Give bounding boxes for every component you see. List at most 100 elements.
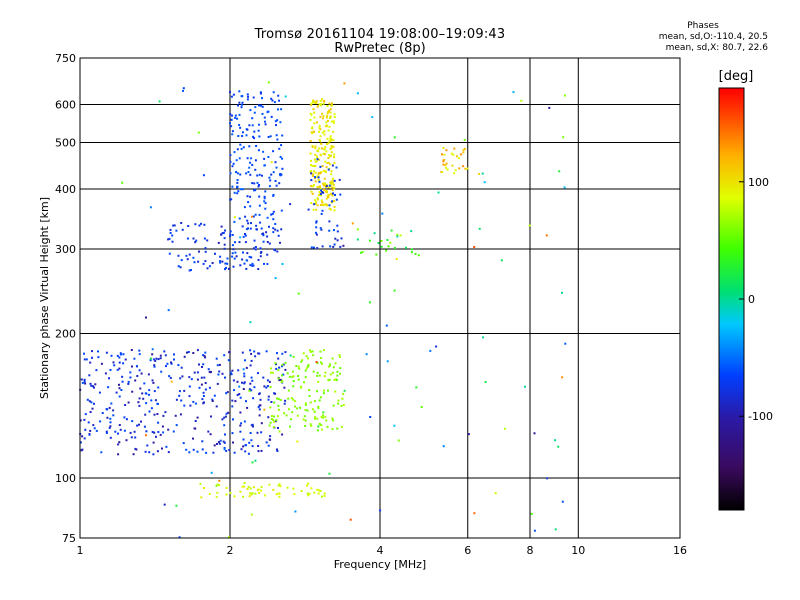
data-point [275,419,278,422]
data-point [340,404,343,407]
data-point [225,392,228,395]
data-point [114,430,117,433]
data-point [328,229,331,232]
data-point [241,188,244,191]
data-point [83,437,86,440]
data-point [332,122,335,125]
data-point [278,430,281,433]
data-point [234,114,237,117]
data-point [561,291,563,294]
data-point [318,180,321,183]
data-point [276,119,279,122]
data-point [319,490,322,492]
data-point [223,237,226,240]
data-point [329,135,332,138]
data-point [310,487,313,490]
data-point [223,441,226,444]
data-point [253,182,256,185]
data-point [330,138,333,141]
data-point [229,113,232,116]
data-point [251,461,254,464]
data-point [562,136,565,139]
data-point [337,402,340,405]
data-point [273,401,276,404]
data-point [312,208,315,211]
data-point [223,447,226,449]
data-point [118,387,121,390]
data-point [152,381,155,384]
data-point [240,422,243,425]
data-point [231,133,234,136]
data-point [175,504,178,507]
data-point [150,399,153,402]
data-point [198,386,201,389]
data-point [253,137,255,140]
data-point [89,411,92,413]
data-point [217,241,220,244]
data-point [278,483,281,486]
data-point [266,253,269,256]
data-point [311,101,314,104]
data-point [270,401,273,403]
data-point [239,236,242,239]
data-point [330,151,333,154]
data-point [333,116,336,119]
data-point [279,399,282,401]
data-point [192,352,195,354]
data-point [309,152,312,155]
data-point [333,153,336,156]
data-point [109,436,112,439]
data-point [186,258,189,261]
data-point [288,375,291,378]
data-point [245,228,248,231]
data-point [258,173,261,176]
data-point [237,135,240,137]
data-point [309,118,312,121]
data-point [290,418,292,421]
phase-stats: Phases mean, sd,O:-110.4, 20.5 mean, sd,… [598,21,768,54]
data-point [249,487,252,490]
data-point [328,364,331,367]
data-point [332,130,335,133]
data-point [308,349,311,352]
data-point [80,378,83,381]
data-point [390,229,393,232]
data-point [170,361,172,364]
data-point [290,397,293,400]
data-point [167,309,170,312]
data-point [300,360,303,363]
data-point [327,195,329,198]
data-point [232,441,234,444]
data-point [312,370,315,373]
data-point [289,203,292,206]
data-point [281,167,284,170]
data-point [196,416,199,419]
data-point [227,267,230,270]
data-point [247,452,250,455]
data-point [275,124,277,127]
data-point [261,174,263,177]
data-point [393,424,396,427]
data-point [272,227,275,230]
data-point [245,366,248,369]
data-point [236,380,239,383]
data-point [309,104,312,107]
data-point [153,390,156,393]
data-point [258,184,260,186]
data-point [279,485,282,488]
data-point [320,424,323,427]
data-point [185,254,188,257]
data-point [243,482,246,484]
data-point [273,420,276,423]
data-point [239,143,242,146]
data-point [243,372,246,375]
data-point [326,112,329,115]
data-point [322,102,325,105]
data-point [161,447,163,450]
data-point [324,125,327,128]
data-point [304,404,307,406]
data-point [385,249,388,252]
data-point [251,182,254,185]
data-point [303,381,305,384]
data-point [250,513,253,516]
